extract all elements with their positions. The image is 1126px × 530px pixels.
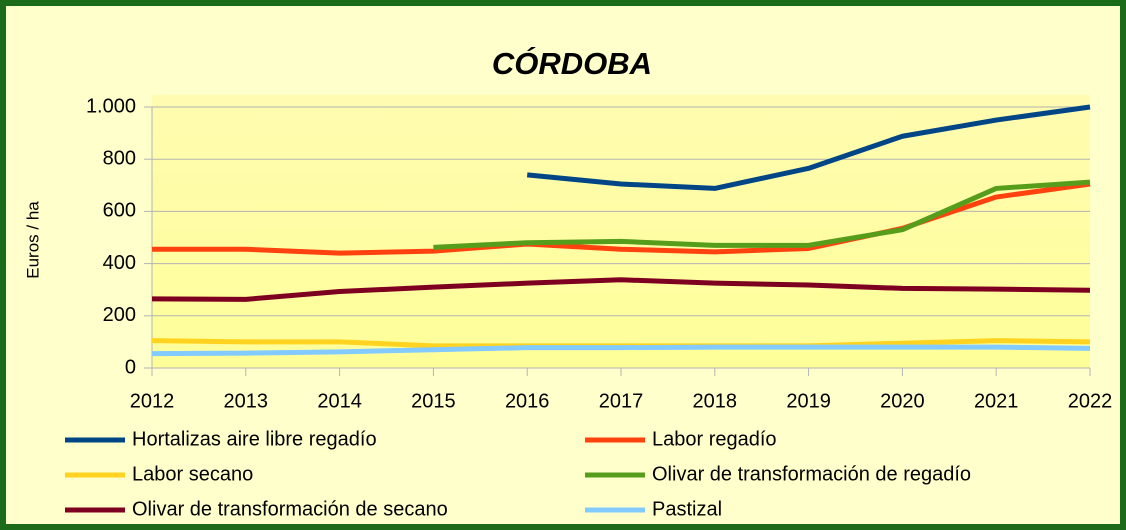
x-tick-label: 2018 <box>693 390 738 412</box>
x-tick-label: 2020 <box>880 390 925 412</box>
legend-label: Labor regadío <box>652 428 777 450</box>
y-tick-label: 200 <box>103 304 136 326</box>
legend-label: Labor secano <box>132 463 253 485</box>
x-tick-label: 2014 <box>317 390 362 412</box>
legend-label: Hortalizas aire libre regadío <box>132 428 377 450</box>
y-tick-label: 600 <box>103 200 136 222</box>
y-axis-label: Euros / ha <box>23 201 42 279</box>
y-tick-label: 800 <box>103 147 136 169</box>
series-line <box>526 104 1091 191</box>
x-tick-label: 2013 <box>224 390 269 412</box>
x-tick-label: 2022 <box>1068 390 1113 412</box>
y-tick-label: 1.000 <box>86 95 136 117</box>
x-tick-label: 2016 <box>505 390 550 412</box>
x-tick-label: 2015 <box>411 390 456 412</box>
x-tick-label: 2012 <box>130 390 175 412</box>
y-tick-label: 0 <box>125 356 136 378</box>
plot-area <box>152 95 1090 368</box>
legend-label: Olivar de transformación de regadío <box>652 463 971 485</box>
series-line <box>433 179 1091 250</box>
legend-label: Pastizal <box>652 498 722 520</box>
x-tick-label: 2017 <box>599 390 644 412</box>
series-line <box>151 277 1091 302</box>
y-tick-label: 400 <box>103 252 136 274</box>
x-tick-label: 2019 <box>786 390 831 412</box>
legend-label: Olivar de transformación de secano <box>132 498 448 520</box>
x-tick-label: 2021 <box>974 390 1019 412</box>
series-line <box>151 344 1091 357</box>
chart-title: CÓRDOBA <box>492 46 652 81</box>
